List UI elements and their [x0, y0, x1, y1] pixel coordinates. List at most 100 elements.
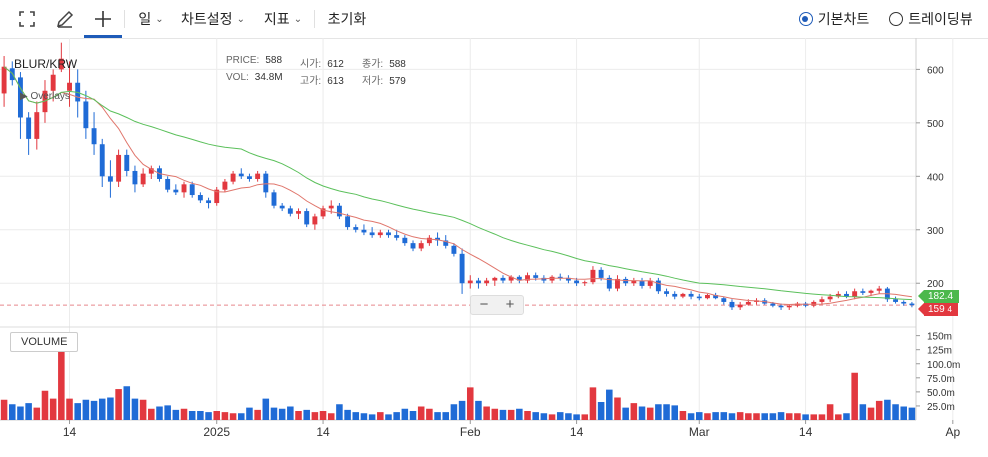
candle-body — [410, 243, 416, 249]
candle-body — [336, 205, 342, 217]
volume-bar — [49, 398, 57, 420]
volume-bar — [802, 414, 809, 420]
radio-tradingview-label: 트레이딩뷰 — [908, 11, 973, 27]
volume-bar — [614, 397, 621, 420]
low-key: 저가: — [362, 76, 384, 87]
volume-bar — [556, 412, 564, 420]
vol-value: 34.8M — [254, 72, 283, 83]
volume-bar — [777, 412, 785, 420]
candle-body — [189, 184, 195, 196]
volume-bar — [655, 404, 662, 420]
candle-body — [664, 291, 670, 294]
overlays-toggle[interactable]: ▶ Overlays — [20, 91, 70, 102]
pen-icon[interactable] — [50, 0, 80, 38]
candle-body — [230, 173, 236, 182]
zoom-control: − + — [470, 295, 524, 315]
fullscreen-icon[interactable] — [12, 0, 42, 38]
candle-body — [508, 276, 514, 281]
volume-bar — [491, 408, 499, 420]
candle-body — [386, 232, 391, 236]
volume-bar — [197, 411, 204, 420]
volume-bar — [475, 400, 482, 420]
candle-body — [615, 278, 620, 289]
volume-bar — [761, 413, 768, 420]
last-price-suffix: 4 — [947, 305, 952, 314]
volume-bar — [483, 406, 490, 420]
open-key: 시가: — [300, 59, 322, 70]
volume-bar — [107, 397, 114, 420]
crosshair-icon[interactable] — [86, 0, 120, 38]
candle-body — [435, 237, 441, 241]
volume-bar — [123, 386, 131, 420]
volume-tick-label: 150m — [927, 332, 952, 343]
volume-bar — [908, 407, 916, 420]
period-select[interactable]: 일 ⌄ — [134, 0, 168, 38]
volume-bar — [41, 390, 49, 420]
candle-body — [83, 101, 89, 129]
volume-bar — [450, 404, 458, 420]
candle-body — [173, 189, 179, 193]
volume-bar — [327, 413, 335, 420]
volume-bar — [573, 414, 580, 420]
volume-bar — [66, 398, 73, 420]
volume-bar — [466, 387, 474, 420]
volume-bar — [622, 407, 629, 420]
volume-bar — [442, 412, 450, 420]
candle-body — [582, 282, 588, 284]
indicator-menu[interactable]: 지표 ⌄ — [258, 0, 308, 38]
high-readout: 고가: 613 — [300, 72, 344, 87]
volume-bar — [295, 411, 302, 420]
volume-tick-label: 125m — [927, 346, 952, 357]
time-tick-label: 14 — [799, 425, 813, 439]
volume-bar — [25, 403, 32, 420]
volume-bar — [720, 412, 728, 420]
candle-body — [467, 280, 473, 284]
candle-body — [402, 237, 408, 244]
candle-body — [197, 195, 203, 201]
volume-bar — [115, 389, 122, 420]
volume-bar — [426, 408, 433, 420]
candle-body — [353, 227, 359, 230]
candle-body — [827, 296, 833, 300]
candle-body — [672, 293, 678, 297]
volume-bar — [287, 406, 294, 420]
active-tool-indicator — [84, 35, 122, 38]
candle-body — [852, 291, 858, 297]
volume-bar — [851, 372, 858, 420]
zoom-out-button[interactable]: − — [479, 296, 489, 313]
zoom-in-button[interactable]: + — [505, 296, 515, 313]
volume-bar — [892, 404, 899, 420]
ma-long-price-tag: 182.4 — [917, 290, 960, 303]
reset-button[interactable]: 초기화 — [324, 0, 370, 38]
time-tick-label: 2025 — [203, 425, 230, 439]
volume-bar — [606, 389, 613, 420]
price-chart[interactable]: 200 300 400 500 600 25.0m 50.0m 75.0m 100.0m 125m… — [0, 38, 988, 457]
candle-body — [745, 301, 751, 305]
radio-basic-chart[interactable]: 기본차트 — [794, 0, 874, 38]
last-price-tag: 159 4 — [918, 303, 958, 316]
volume-bar — [164, 405, 171, 420]
candle-body — [116, 154, 122, 182]
volume-bar — [17, 406, 24, 420]
time-tick-label: 14 — [570, 425, 584, 439]
time-tick-label: Ap — [945, 425, 960, 439]
volume-bar — [434, 412, 441, 420]
chart-settings-menu[interactable]: 차트설정 ⌄ — [176, 0, 250, 38]
chart-toolbar: 일 ⌄ 차트설정 ⌄ 지표 ⌄ 초기화 기본차트 트레이딩뷰 — [0, 0, 988, 39]
volume-bar — [736, 412, 744, 420]
candle-body — [631, 280, 637, 284]
volume-bar — [753, 413, 760, 420]
volume-bar — [246, 407, 253, 420]
candle-body — [525, 275, 530, 281]
candle-body — [304, 211, 310, 225]
volume-bar — [311, 412, 319, 420]
volume-bar — [368, 414, 376, 420]
radio-tradingview[interactable]: 트레이딩뷰 — [885, 0, 977, 38]
volume-bar — [148, 408, 155, 420]
candle-body — [17, 77, 23, 118]
candle-body — [418, 243, 424, 249]
low-readout: 저가: 579 — [362, 72, 406, 87]
indicator-label: 지표 — [263, 11, 290, 27]
volume-bar — [712, 412, 719, 420]
chevron-down-icon: ⌄ — [155, 13, 164, 25]
